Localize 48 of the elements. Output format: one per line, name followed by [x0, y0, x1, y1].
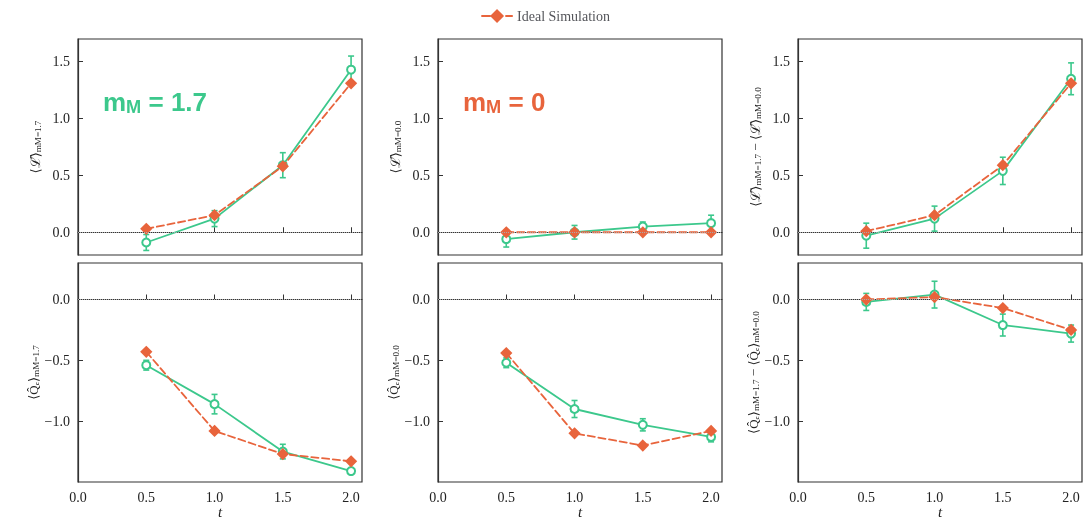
annotation: mM = 0: [463, 87, 546, 117]
y-tick-label: 1.0: [412, 111, 430, 127]
x-tick-label: 0.5: [857, 489, 876, 505]
x-axis-title: t: [937, 504, 943, 521]
x-tick-label: 1.5: [274, 489, 292, 505]
y-tick-label: 1.5: [412, 54, 430, 70]
y-tick-label: 0.0: [52, 292, 70, 307]
y-tick-label: 0.0: [772, 292, 790, 307]
legend-label: Ideal Simulation: [517, 8, 610, 24]
y-tick-label: −0.5: [404, 352, 430, 368]
x-tick-label: 0.0: [789, 489, 807, 505]
y-tick-label: 0.5: [772, 167, 790, 183]
y-tick-label: 0.0: [772, 224, 790, 240]
y-tick-label: 0.0: [412, 292, 430, 307]
y-tick-label: 1.5: [772, 54, 790, 70]
y-tick-label: −1.0: [44, 413, 70, 429]
y-axis-title: ⟨ℒ̂⟩mM=0.0: [387, 120, 403, 174]
y-tick-label: 0.0: [52, 224, 70, 240]
x-tick-label: 1.0: [565, 489, 584, 505]
x-tick-label: 1.0: [925, 489, 944, 505]
y-axis-title: ⟨ℒ̂⟩mM=1.7 − ⟨ℒ̂⟩mM=0.0: [747, 86, 763, 207]
x-tick-label: 2.0: [342, 489, 360, 505]
y-tick-label: −1.0: [404, 413, 430, 429]
y-tick-label: −0.5: [764, 352, 790, 368]
y-axis-title: ⟨Q̂ₑ⟩mM=1.7 − ⟨Q̂ₑ⟩mM=0.0: [746, 310, 762, 434]
y-axis-title: ⟨Q̂ₑ⟩mM=1.7: [26, 344, 42, 400]
x-tick-label: 1.5: [634, 489, 652, 505]
x-axis-title: t: [577, 504, 583, 521]
y-tick-label: 0.5: [412, 167, 430, 183]
x-tick-label: 0.0: [429, 489, 447, 505]
x-tick-label: 0.5: [497, 489, 516, 505]
y-axis-title: ⟨ℒ̂⟩mM=1.7: [27, 120, 43, 174]
y-tick-label: −1.0: [764, 413, 790, 429]
x-tick-label: 1.0: [205, 489, 224, 505]
y-tick-label: 1.5: [52, 54, 70, 70]
y-tick-label: 0.0: [412, 224, 430, 240]
x-tick-label: 1.5: [994, 489, 1012, 505]
x-tick-label: 0.5: [137, 489, 156, 505]
x-tick-label: 0.0: [69, 489, 87, 505]
y-tick-label: −0.5: [44, 352, 70, 368]
x-tick-label: 2.0: [1062, 489, 1080, 505]
y-tick-label: 1.0: [772, 111, 790, 127]
y-tick-label: 1.0: [52, 111, 70, 127]
y-tick-label: 0.5: [52, 167, 70, 183]
annotation: mM = 1.7: [103, 87, 208, 117]
x-axis-title: t: [217, 504, 223, 521]
x-tick-label: 2.0: [702, 489, 720, 505]
y-axis-title: ⟨Q̂ₑ⟩mM=0.0: [386, 344, 402, 400]
